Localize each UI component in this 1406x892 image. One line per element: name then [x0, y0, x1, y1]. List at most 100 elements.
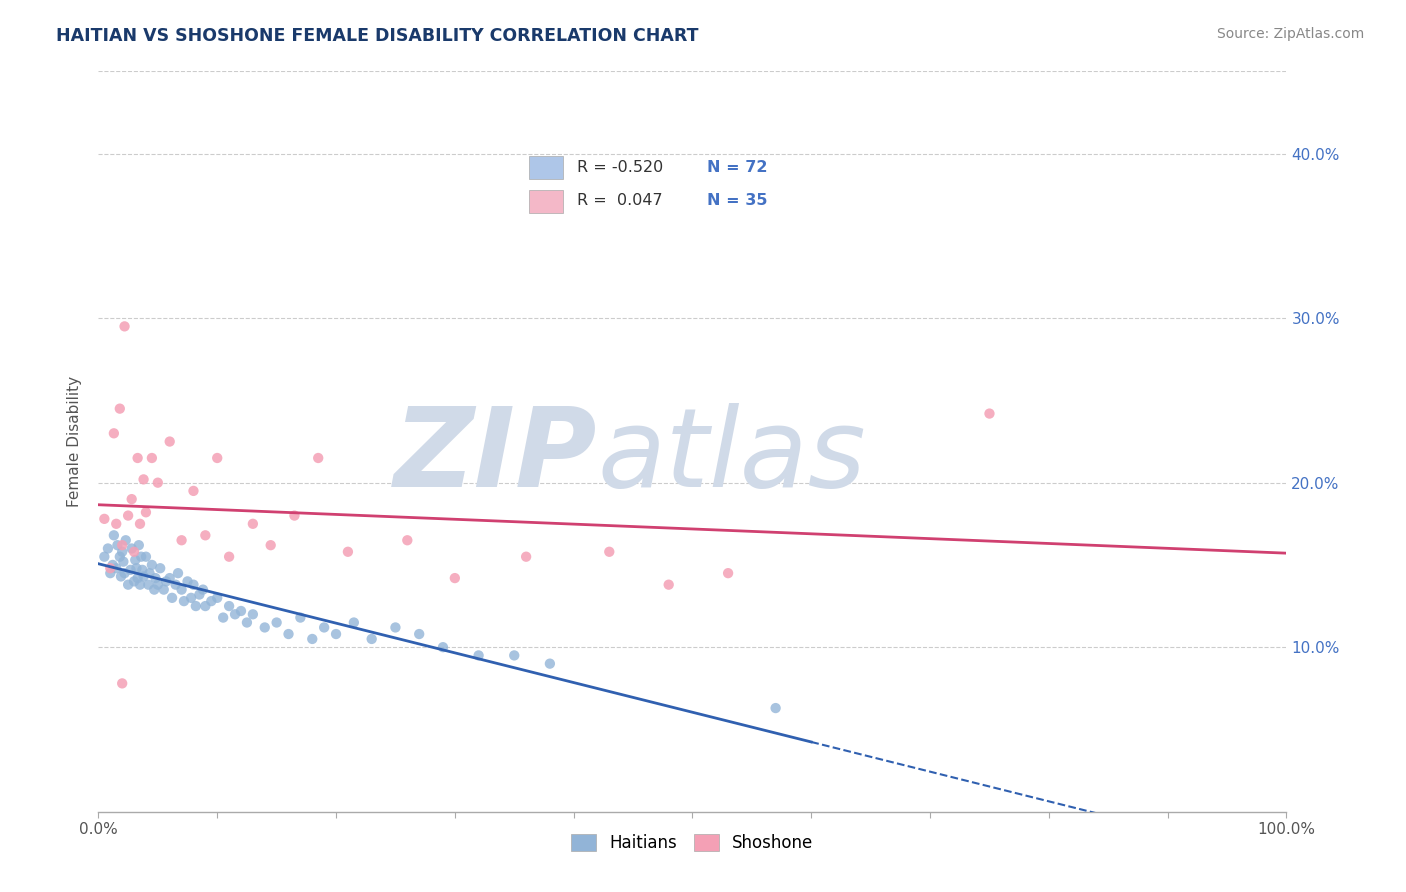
- Point: [432, 640, 454, 655]
- Point: [132, 569, 155, 583]
- Point: [107, 538, 129, 552]
- Point: [98, 566, 121, 581]
- Text: R =  0.047: R = 0.047: [576, 193, 662, 208]
- Point: [98, 561, 121, 575]
- Point: [146, 577, 169, 591]
- Text: N = 72: N = 72: [707, 161, 768, 175]
- Text: HAITIAN VS SHOSHONE FEMALE DISABILITY CORRELATION CHART: HAITIAN VS SHOSHONE FEMALE DISABILITY CO…: [56, 27, 699, 45]
- Point: [93, 512, 115, 526]
- Y-axis label: Female Disability: Female Disability: [67, 376, 83, 508]
- Text: N = 35: N = 35: [707, 193, 768, 208]
- Point: [170, 533, 193, 548]
- Point: [111, 676, 134, 690]
- Point: [290, 610, 312, 624]
- Point: [242, 516, 264, 531]
- Point: [188, 588, 211, 602]
- Point: [224, 607, 246, 622]
- Point: [141, 450, 163, 465]
- Point: [152, 582, 174, 597]
- Point: [515, 549, 537, 564]
- Point: [117, 508, 139, 523]
- FancyBboxPatch shape: [530, 190, 564, 213]
- Point: [191, 582, 214, 597]
- Point: [979, 407, 1001, 421]
- Point: [93, 549, 115, 564]
- Point: [149, 561, 172, 575]
- Point: [110, 569, 132, 583]
- Point: [538, 657, 561, 671]
- Point: [108, 549, 131, 564]
- Point: [114, 533, 136, 548]
- Point: [336, 545, 359, 559]
- Point: [128, 538, 150, 552]
- Point: [717, 566, 740, 581]
- Point: [200, 594, 222, 608]
- Point: [103, 528, 125, 542]
- Point: [212, 610, 235, 624]
- Point: [146, 475, 169, 490]
- Point: [131, 563, 153, 577]
- Point: [384, 620, 406, 634]
- Point: [194, 599, 217, 613]
- Point: [136, 577, 159, 591]
- Point: [121, 492, 143, 507]
- Point: [138, 566, 160, 581]
- Point: [408, 627, 430, 641]
- Point: [301, 632, 323, 646]
- FancyBboxPatch shape: [530, 156, 564, 179]
- Text: Source: ZipAtlas.com: Source: ZipAtlas.com: [1216, 27, 1364, 41]
- Point: [207, 591, 229, 605]
- Text: R = -0.520: R = -0.520: [576, 161, 662, 175]
- Point: [165, 577, 187, 591]
- Point: [765, 701, 787, 715]
- Point: [444, 571, 467, 585]
- Point: [283, 508, 305, 523]
- Point: [105, 561, 128, 575]
- Point: [260, 538, 283, 552]
- Point: [127, 450, 149, 465]
- Point: [343, 615, 366, 630]
- Point: [467, 648, 489, 663]
- Point: [122, 545, 145, 559]
- Point: [396, 533, 419, 548]
- Point: [129, 516, 152, 531]
- Point: [229, 604, 252, 618]
- Point: [103, 426, 125, 441]
- Point: [111, 538, 134, 552]
- Point: [124, 553, 146, 567]
- Point: [159, 571, 181, 585]
- Point: [114, 319, 136, 334]
- Point: [141, 558, 163, 572]
- Point: [135, 505, 157, 519]
- Point: [112, 555, 135, 569]
- Text: ZIP: ZIP: [394, 403, 598, 510]
- Point: [218, 549, 240, 564]
- Point: [159, 434, 181, 449]
- Legend: Haitians, Shoshone: Haitians, Shoshone: [565, 828, 820, 859]
- Point: [160, 591, 183, 605]
- Point: [236, 615, 259, 630]
- Point: [183, 483, 205, 498]
- Point: [101, 558, 124, 572]
- Point: [108, 401, 131, 416]
- Point: [129, 577, 152, 591]
- Point: [170, 582, 193, 597]
- Point: [167, 566, 190, 581]
- Point: [176, 574, 198, 589]
- Point: [121, 541, 143, 556]
- Point: [180, 591, 202, 605]
- Point: [242, 607, 264, 622]
- Point: [307, 450, 329, 465]
- Point: [127, 571, 149, 585]
- Point: [111, 545, 134, 559]
- Point: [145, 571, 167, 585]
- Point: [129, 549, 152, 564]
- Point: [184, 599, 207, 613]
- Point: [314, 620, 336, 634]
- Point: [218, 599, 240, 613]
- Point: [194, 528, 217, 542]
- Point: [155, 574, 177, 589]
- Point: [207, 450, 229, 465]
- Point: [105, 516, 128, 531]
- Point: [658, 577, 681, 591]
